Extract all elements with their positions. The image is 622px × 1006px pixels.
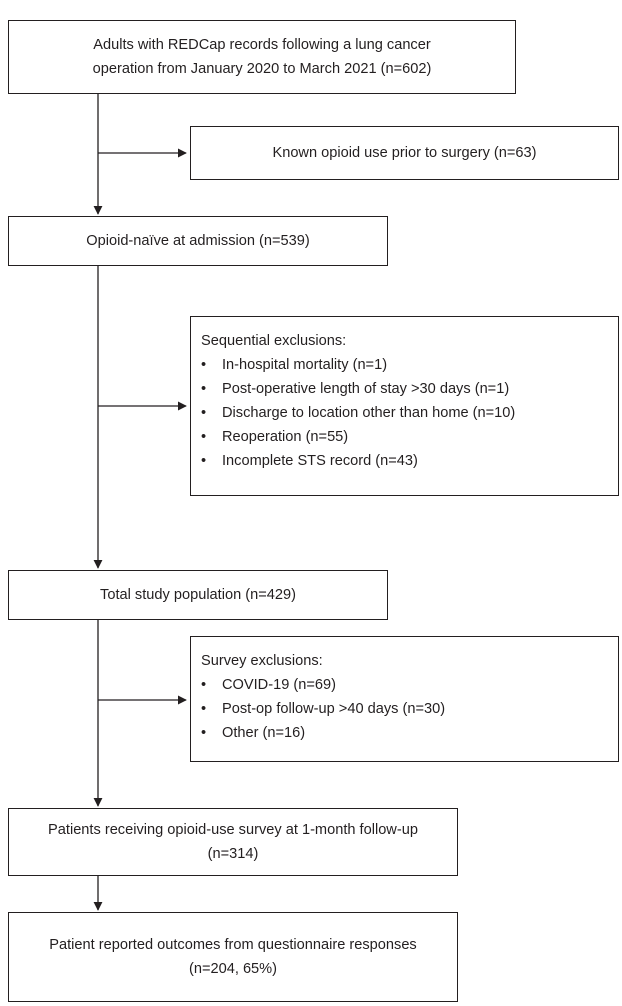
- exclusion-item-label: Discharge to location other than home (n…: [222, 405, 516, 421]
- bullet-icon: •: [201, 357, 207, 373]
- box-sequential-exclusions: Sequential exclusions: • In-hospital mort…: [190, 316, 619, 496]
- exclusion-item-label: Post-operative length of stay >30 days (…: [222, 381, 510, 397]
- box-text-line: Patient reported outcomes from questionn…: [49, 937, 417, 953]
- bullet-icon: •: [201, 453, 207, 469]
- box-text-line: Opioid-naïve at admission (n=539): [86, 233, 310, 249]
- bullet-icon: •: [201, 725, 207, 741]
- box-known-opioid-use: Known opioid use prior to surgery (n=63): [190, 126, 619, 180]
- bullet-icon: •: [201, 381, 207, 397]
- box-text-line: Patients receiving opioid-use survey at …: [48, 822, 418, 838]
- bullet-icon: •: [201, 429, 207, 445]
- box-heading: Sequential exclusions:: [201, 333, 347, 349]
- box-text-line: (n=204, 65%): [188, 961, 278, 977]
- bullet-icon: •: [201, 677, 207, 693]
- box-opioid-naive: Opioid-naïve at admission (n=539): [8, 216, 388, 266]
- box-survey-exclusions: Survey exclusions: • COVID-19 (n=69) • Pos…: [190, 636, 619, 762]
- box-adults-redcap-records: Adults with REDCap records following a l…: [8, 20, 516, 94]
- exclusion-item-label: Post-op follow-up >40 days (n=30): [222, 701, 446, 717]
- box-text-line: (n=314): [207, 846, 259, 862]
- box-text-line: Adults with REDCap records following a l…: [93, 37, 431, 53]
- exclusion-item: • Post-operative length of stay >30 days …: [201, 377, 618, 401]
- exclusion-item-label: Other (n=16): [222, 725, 306, 741]
- exclusion-item: • COVID-19 (n=69): [201, 673, 618, 697]
- box-text-line: operation from January 2020 to March 202…: [92, 61, 432, 77]
- exclusion-item: • Incomplete STS record (n=43): [201, 449, 618, 473]
- exclusion-item-label: COVID-19 (n=69): [222, 677, 336, 693]
- exclusion-item: • Post-op follow-up >40 days (n=30): [201, 697, 618, 721]
- bullet-icon: •: [201, 701, 207, 717]
- box-text-line: Known opioid use prior to surgery (n=63): [272, 145, 537, 161]
- exclusion-item: • Discharge to location other than home (…: [201, 401, 618, 425]
- box-patient-reported-outcomes: Patient reported outcomes from questionn…: [8, 912, 458, 1002]
- box-heading: Survey exclusions:: [201, 653, 323, 669]
- exclusion-item-label: In-hospital mortality (n=1): [222, 357, 388, 373]
- exclusion-item: • In-hospital mortality (n=1): [201, 353, 618, 377]
- bullet-icon: •: [201, 405, 207, 421]
- exclusion-item-label: Incomplete STS record (n=43): [222, 453, 418, 469]
- exclusion-item: • Reoperation (n=55): [201, 425, 618, 449]
- box-total-study-population: Total study population (n=429): [8, 570, 388, 620]
- exclusion-item: • Other (n=16): [201, 721, 618, 745]
- box-survey-recipients: Patients receiving opioid-use survey at …: [8, 808, 458, 876]
- exclusion-item-label: Reoperation (n=55): [222, 429, 349, 445]
- box-text-line: Total study population (n=429): [100, 587, 296, 603]
